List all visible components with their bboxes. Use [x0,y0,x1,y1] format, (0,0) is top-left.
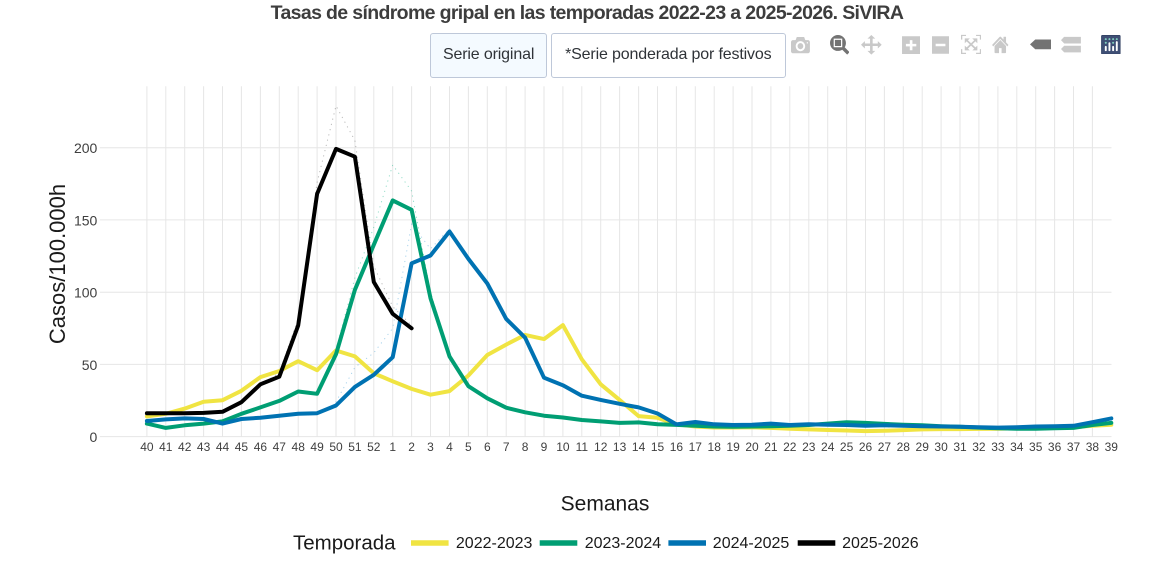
svg-text:30: 30 [934,440,948,454]
svg-text:42: 42 [178,440,192,454]
svg-text:32: 32 [972,440,986,454]
svg-text:50: 50 [329,440,343,454]
svg-text:45: 45 [235,440,249,454]
svg-text:50: 50 [82,357,98,373]
svg-text:6: 6 [484,440,491,454]
svg-text:Casos/100.000h: Casos/100.000h [45,184,70,344]
svg-text:35: 35 [1029,440,1043,454]
svg-text:21: 21 [764,440,778,454]
svg-text:0: 0 [90,429,98,445]
svg-text:36: 36 [1048,440,1062,454]
svg-text:23: 23 [802,440,816,454]
svg-text:31: 31 [953,440,967,454]
svg-text:150: 150 [74,212,98,228]
svg-text:40: 40 [140,440,154,454]
svg-text:52: 52 [367,440,381,454]
svg-text:3: 3 [427,440,434,454]
svg-text:100: 100 [74,285,98,301]
svg-text:26: 26 [859,440,873,454]
svg-text:5: 5 [465,440,472,454]
svg-text:37: 37 [1067,440,1081,454]
svg-text:200: 200 [74,140,98,156]
svg-text:8: 8 [522,440,529,454]
svg-text:46: 46 [254,440,268,454]
svg-text:2024-2025: 2024-2025 [713,535,790,552]
svg-text:29: 29 [916,440,930,454]
svg-text:41: 41 [159,440,173,454]
svg-text:39: 39 [1105,440,1119,454]
svg-text:43: 43 [197,440,211,454]
svg-text:20: 20 [745,440,759,454]
svg-text:38: 38 [1086,440,1100,454]
svg-text:48: 48 [292,440,306,454]
svg-text:28: 28 [897,440,911,454]
svg-text:2023-2024: 2023-2024 [585,535,662,552]
svg-text:47: 47 [273,440,287,454]
svg-text:Semanas: Semanas [561,493,650,516]
svg-text:4: 4 [446,440,453,454]
svg-text:44: 44 [216,440,230,454]
svg-text:2022-2023: 2022-2023 [456,535,533,552]
svg-text:27: 27 [878,440,892,454]
svg-text:2: 2 [408,440,415,454]
svg-text:17: 17 [689,440,703,454]
svg-text:13: 13 [613,440,627,454]
svg-text:15: 15 [651,440,665,454]
svg-text:34: 34 [1010,440,1024,454]
svg-text:16: 16 [670,440,684,454]
svg-text:10: 10 [556,440,570,454]
svg-text:Temporada: Temporada [293,532,396,555]
svg-text:1: 1 [389,440,396,454]
svg-text:11: 11 [576,440,589,454]
svg-text:22: 22 [783,440,797,454]
svg-text:49: 49 [310,440,324,454]
svg-text:18: 18 [708,440,722,454]
svg-text:2025-2026: 2025-2026 [842,535,919,552]
svg-text:51: 51 [348,440,362,454]
svg-text:33: 33 [991,440,1005,454]
svg-text:25: 25 [840,440,854,454]
svg-text:14: 14 [632,440,646,454]
svg-text:24: 24 [821,440,835,454]
svg-text:12: 12 [594,440,608,454]
svg-text:19: 19 [726,440,740,454]
svg-text:9: 9 [541,440,548,454]
svg-text:7: 7 [503,440,510,454]
